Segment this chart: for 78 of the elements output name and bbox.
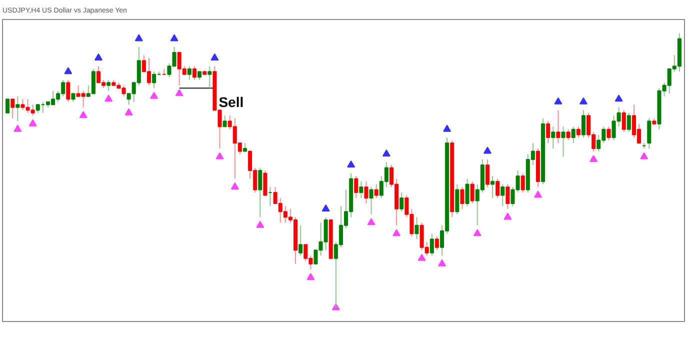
point [104, 94, 113, 102]
candlestick [626, 112, 631, 133]
candlestick [470, 180, 474, 204]
candlestick [369, 186, 374, 215]
candlestick [374, 184, 378, 198]
candlestick [606, 126, 611, 141]
candlestick [622, 110, 626, 133]
candlestick [187, 66, 192, 80]
candlestick [520, 172, 525, 193]
point [504, 212, 512, 220]
point [14, 124, 22, 132]
candlestick [400, 192, 404, 212]
point [306, 273, 315, 280]
point [134, 34, 143, 42]
candlestick [506, 184, 510, 210]
point [483, 146, 492, 154]
candlestick [576, 126, 580, 138]
candlestick [106, 79, 111, 92]
candlestick [414, 216, 419, 240]
point [124, 108, 133, 116]
point [473, 229, 482, 236]
candlestick [152, 71, 156, 89]
candlestick [455, 184, 460, 215]
candlestick [434, 236, 439, 251]
point [590, 154, 598, 162]
point [230, 182, 239, 190]
candlestick [430, 233, 434, 256]
candlestick [192, 66, 196, 80]
candlestick [222, 115, 227, 128]
point [256, 220, 264, 228]
point [210, 53, 219, 60]
point [64, 67, 72, 74]
point [640, 152, 648, 160]
candlestick [490, 175, 495, 198]
candlestick [364, 180, 368, 204]
candlestick [298, 224, 303, 256]
point [216, 152, 224, 160]
point [347, 160, 356, 168]
candlestick [500, 184, 505, 207]
point [418, 254, 426, 261]
point [614, 94, 623, 102]
candlestick [566, 128, 570, 141]
candlestick [354, 175, 358, 198]
point [367, 218, 376, 226]
candlestick [647, 118, 652, 150]
point [554, 97, 562, 104]
point [382, 149, 390, 157]
point [534, 190, 542, 198]
candlestick [556, 110, 560, 144]
point [443, 124, 452, 132]
candlestick [208, 66, 212, 89]
candlestick [16, 96, 20, 122]
candlestick [581, 110, 586, 138]
candlestick [10, 98, 15, 119]
point [79, 111, 88, 118]
candlestick [359, 180, 364, 198]
candlestick [551, 126, 556, 150]
annotation: Sell [218, 94, 244, 110]
point [322, 204, 330, 212]
candlestick [496, 178, 500, 198]
point [28, 119, 37, 126]
point [170, 34, 178, 42]
point [392, 229, 401, 236]
candlestick [6, 98, 10, 114]
point [579, 97, 588, 104]
point [175, 89, 184, 96]
candlestick [485, 159, 490, 188]
candlestick [66, 79, 70, 102]
candlestick [258, 167, 262, 218]
candlestick [263, 170, 268, 196]
candlestick [571, 126, 576, 144]
candlestick [561, 126, 566, 158]
point [438, 259, 446, 266]
candlestick [460, 186, 464, 210]
candlestick [546, 120, 550, 144]
candlestick [465, 178, 470, 207]
point [94, 53, 102, 60]
point [150, 92, 158, 99]
